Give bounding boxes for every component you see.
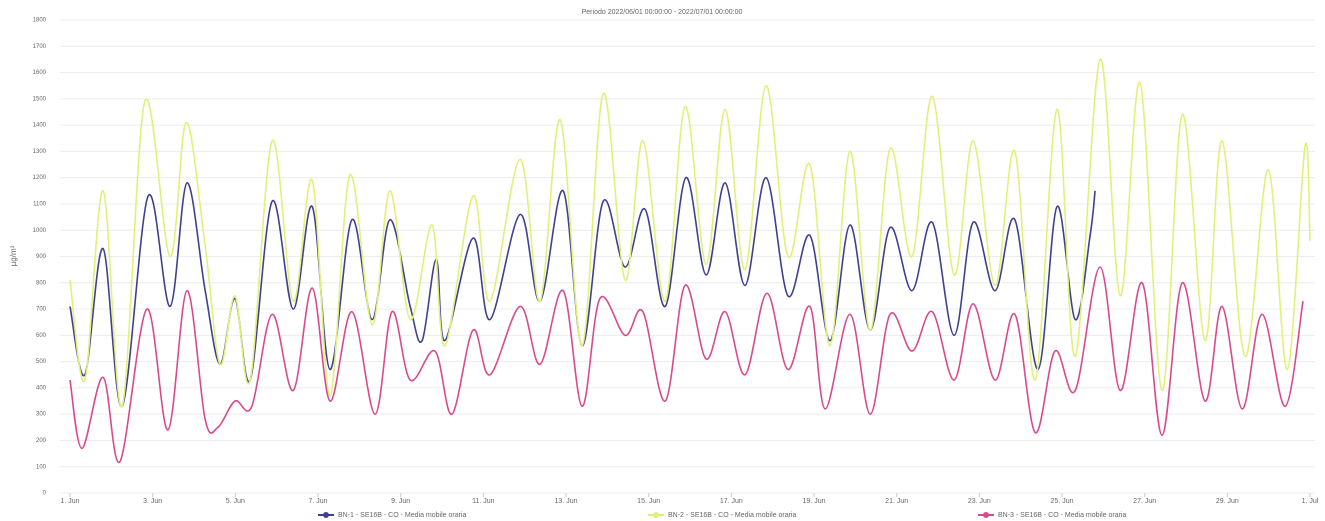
legend-label: BN-1 - SE16B - CO - Media mobile oraria [338,512,466,519]
y-tick-label: 1500 [33,96,47,102]
y-tick-label: 900 [36,254,47,260]
y-tick-label: 200 [36,438,47,444]
x-tick-label: 15. Jun [637,498,660,505]
y-tick-label: 0 [43,491,47,497]
chart-title: Periodo 2022/06/01 00:00:00 - 2022/07/01… [582,9,743,16]
y-tick-label: 600 [36,333,47,339]
x-tick-label: 1. Jun [60,498,79,505]
x-tick-label: 13. Jun [555,498,578,505]
x-tick-label: 21. Jun [885,498,908,505]
series-line [69,176,1096,408]
legend-label: BN-2 - SE16B - CO - Media mobile oraria [668,512,796,519]
y-tick-label: 1700 [33,44,47,50]
series-line [69,58,1311,408]
legend-marker [653,512,659,518]
y-tick-label: 1100 [33,202,47,208]
x-tick-label: 5. Jun [226,498,245,505]
x-tick-label: 27. Jun [1133,498,1156,505]
y-tick-label: 1200 [33,175,47,181]
y-tick-label: 1600 [33,70,47,76]
legend-marker [323,512,329,518]
x-tick-label: 19. Jun [803,498,826,505]
y-tick-label: 700 [36,307,47,313]
legend-label: BN-3 - SE16B - CO - Media mobile oraria [998,512,1126,519]
series-line [69,266,1304,463]
y-tick-label: 1400 [33,123,47,129]
x-tick-label: 17. Jun [720,498,743,505]
x-tick-label: 9. Jun [391,498,410,505]
y-tick-label: 1000 [33,228,47,234]
x-tick-label: 1. Jul [1302,498,1319,505]
y-tick-label: 400 [36,385,47,391]
x-tick-label: 29. Jun [1216,498,1239,505]
x-tick-label: 11. Jun [472,498,495,505]
y-tick-label: 1800 [33,18,47,24]
x-tick-label: 3. Jun [143,498,162,505]
x-tick-label: 7. Jun [308,498,327,505]
y-tick-label: 100 [36,464,47,470]
legend-marker [983,512,989,518]
y-tick-label: 500 [36,359,47,365]
y-axis-label: µg/m³ [9,245,18,266]
y-tick-label: 800 [36,280,47,286]
x-tick-label: 25. Jun [1051,498,1074,505]
y-tick-label: 300 [36,412,47,418]
x-tick-label: 23. Jun [968,498,991,505]
y-tick-label: 1300 [33,149,47,155]
